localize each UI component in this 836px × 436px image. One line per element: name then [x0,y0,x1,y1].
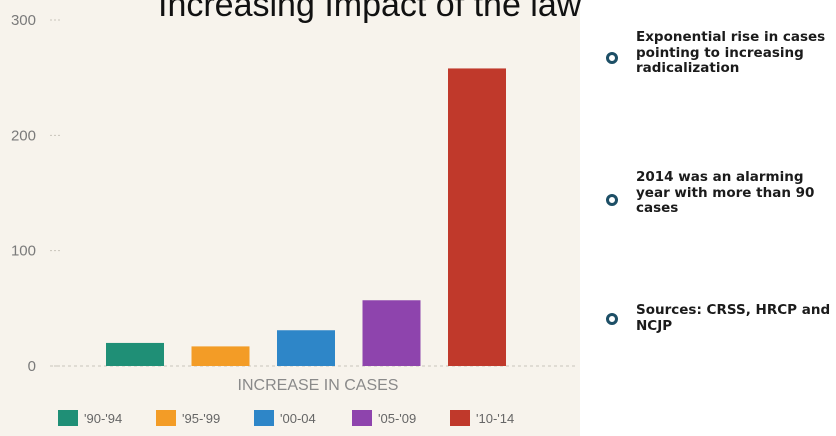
bar-3 [277,330,335,366]
note-text: Sources: CRSS, HRCP and NCJP [636,302,831,334]
y-tick-label: 100 [11,243,36,260]
legend-label-2: '95-'99 [182,411,220,426]
notes-panel: Exponential rise in cases pointing to in… [604,0,836,436]
legend-swatch-1 [58,410,78,426]
bar-chart: 0 100 200 300 INCREASE IN CASES '90-'94 '95-'9… [11,12,578,426]
y-tick-label: 300 [11,12,36,29]
legend-label-4: '05-'09 [378,411,416,426]
chart-panel: 0 100 200 300 INCREASE IN CASES '90-'94 '95-'9… [0,0,582,436]
legend-swatch-2 [156,410,176,426]
legend-swatch-3 [254,410,274,426]
y-tick-label: 0 [28,358,36,375]
bar-1 [106,342,164,366]
legend-swatch-4 [352,410,372,426]
note-text: Exponential rise in cases pointing to in… [636,29,826,76]
x-axis-label: INCREASE IN CASES [238,377,399,394]
note-text: 2014 was an alarming year with more than… [636,169,815,216]
y-tick-label: 200 [11,127,36,144]
chart-title: Increasing Impact of the law [158,0,582,24]
legend-label-3: '00-04 [280,411,316,426]
legend-label-1: '90-'94 [84,411,122,426]
circle-bullet-icon [606,313,618,325]
circle-bullet-icon [606,194,618,206]
bar-4 [362,300,421,366]
circle-bullet-icon [606,52,618,64]
bar-2 [191,346,250,366]
legend-swatch-5 [450,410,470,426]
bar-5 [448,68,506,366]
legend-label-5: '10-'14 [476,411,514,426]
